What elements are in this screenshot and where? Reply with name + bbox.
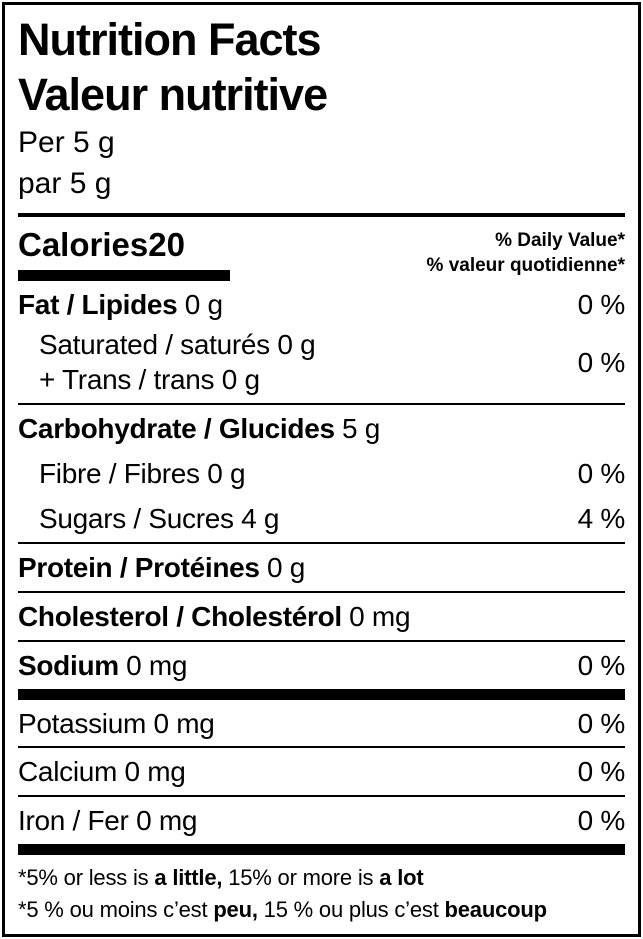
footnote-fr-bold-peu: peu, xyxy=(213,896,258,922)
nutrient-name-fibre: Fibre / Fibres 0 g xyxy=(39,458,246,490)
nutrient-dv-calcium: 0 % xyxy=(577,756,626,788)
nutrient-label-cholesterol: Cholesterol / Cholestérol xyxy=(18,600,342,632)
calories-underline-bar xyxy=(18,269,230,281)
daily-value-header: % Daily Value* % valeur quotidienne* xyxy=(427,228,625,278)
nutrient-name-carbohydrate: Carbohydrate / Glucides 5 g xyxy=(18,411,380,446)
nutrient-name-saturated-trans: Saturated / saturés 0 g + Trans / trans … xyxy=(18,327,316,397)
divider-fat-carbohydrate xyxy=(18,403,625,406)
nutrient-row-cholesterol: Cholesterol / Cholestérol 0 mg xyxy=(18,595,625,638)
divider-potassium-calcium xyxy=(18,746,625,749)
nutrient-name-iron: Iron / Fer 0 mg xyxy=(18,805,198,837)
nutrient-name-calcium: Calcium 0 mg xyxy=(18,756,186,788)
nutrient-amount-protein: 0 g xyxy=(266,551,305,583)
calories-number: 20 xyxy=(148,225,185,263)
nutrient-label-protein: Protein / Protéines xyxy=(18,551,260,583)
nutrient-row-fibre: Fibre / Fibres 0 g 0 % xyxy=(18,452,625,495)
footnote-en-bold-a-little: a little, xyxy=(154,865,223,891)
nutrient-dv-sugars: 4 % xyxy=(577,503,626,535)
nutrient-amount-cholesterol: 0 mg xyxy=(349,600,411,632)
divider-cholesterol-sodium xyxy=(18,639,625,642)
nutrient-amount-sodium: 0 mg xyxy=(126,649,188,681)
nutrient-row-fat: Fat / Lipides 0 g 0 % xyxy=(18,283,625,326)
divider-calcium-iron xyxy=(18,795,625,798)
nutrient-dv-saturated-trans: 0 % xyxy=(577,346,626,378)
nutrient-dv-fibre: 0 % xyxy=(577,458,626,490)
nutrient-row-potassium: Potassium 0 mg 0 % xyxy=(18,702,625,745)
serving-size-french: par 5 g xyxy=(18,166,112,200)
nutrient-name-sugars: Sugars / Sucres 4 g xyxy=(39,503,280,535)
nutrient-name-cholesterol: Cholesterol / Cholestérol 0 mg xyxy=(18,599,411,634)
nutrient-row-sodium: Sodium 0 mg 0 % xyxy=(18,644,625,687)
footnote-en-text-1: *5% or less is xyxy=(18,865,155,891)
nutrient-label-sodium: Sodium xyxy=(18,649,119,681)
nutrient-row-carbohydrate: Carbohydrate / Glucides 5 g xyxy=(18,407,625,450)
title-french: Valeur nutritive xyxy=(18,68,328,120)
nutrient-line-saturated: Saturated / saturés 0 g xyxy=(39,329,316,361)
nutrient-row-iron: Iron / Fer 0 mg 0 % xyxy=(18,799,625,842)
nutrient-name-potassium: Potassium 0 mg xyxy=(18,707,215,739)
title-english: Nutrition Facts xyxy=(18,14,322,65)
footnote-fr-bold-beaucoup: beaucoup xyxy=(444,896,548,922)
calories-label: Calories xyxy=(18,225,149,263)
nutrient-label-carbohydrate: Carbohydrate / Glucides xyxy=(18,413,335,445)
nutrient-row-sugars: Sugars / Sucres 4 g 4 % xyxy=(18,497,625,540)
calories-block: Calories20 xyxy=(18,224,230,281)
divider-sugars-protein xyxy=(18,542,625,545)
nutrient-line-trans: + Trans / trans 0 g xyxy=(39,364,260,396)
footnote-french: *5 % ou moins c’est peu, 15 % ou plus c’… xyxy=(18,895,625,925)
serving-size-english: Per 5 g xyxy=(18,125,115,159)
divider-header xyxy=(18,212,625,217)
footnote-fr-text-1: *5 % ou moins c’est xyxy=(18,896,214,922)
footnote-en-text-2: 15% or more is xyxy=(222,865,380,891)
nutrient-name-protein: Protein / Protéines 0 g xyxy=(18,550,305,585)
calories-value: Calories20 xyxy=(18,224,230,266)
nutrient-amount-carbohydrate: 5 g xyxy=(342,413,381,445)
nutrient-dv-iron: 0 % xyxy=(577,805,626,837)
nutrient-row-protein: Protein / Protéines 0 g xyxy=(18,546,625,589)
calories-section: Calories20 % Daily Value* % valeur quoti… xyxy=(18,224,625,281)
footnote-en-bold-a-lot: a lot xyxy=(379,865,424,891)
daily-value-header-english: % Daily Value* xyxy=(495,229,625,251)
divider-thick-sodium-potassium xyxy=(18,688,625,700)
nutrient-dv-sodium: 0 % xyxy=(577,649,626,681)
nutrient-name-sodium: Sodium 0 mg xyxy=(18,648,188,683)
nutrient-amount-fat: 0 g xyxy=(184,288,223,320)
divider-thick-iron-footnote xyxy=(18,844,625,856)
nutrient-row-saturated-trans: Saturated / saturés 0 g + Trans / trans … xyxy=(18,327,625,401)
nutrient-name-fat: Fat / Lipides 0 g xyxy=(18,287,223,322)
nutrient-dv-fat: 0 % xyxy=(577,288,626,320)
nutrient-label-fat: Fat / Lipides xyxy=(18,288,178,320)
daily-value-header-french: % valeur quotidienne* xyxy=(426,254,625,276)
nutrient-row-calcium: Calcium 0 mg 0 % xyxy=(18,750,625,793)
footnote-fr-text-2: 15 % ou plus c’est xyxy=(257,896,445,922)
footnote-english: *5% or less is a little, 15% or more is … xyxy=(18,863,625,893)
nutrient-dv-potassium: 0 % xyxy=(577,707,626,739)
divider-protein-cholesterol xyxy=(18,590,625,593)
